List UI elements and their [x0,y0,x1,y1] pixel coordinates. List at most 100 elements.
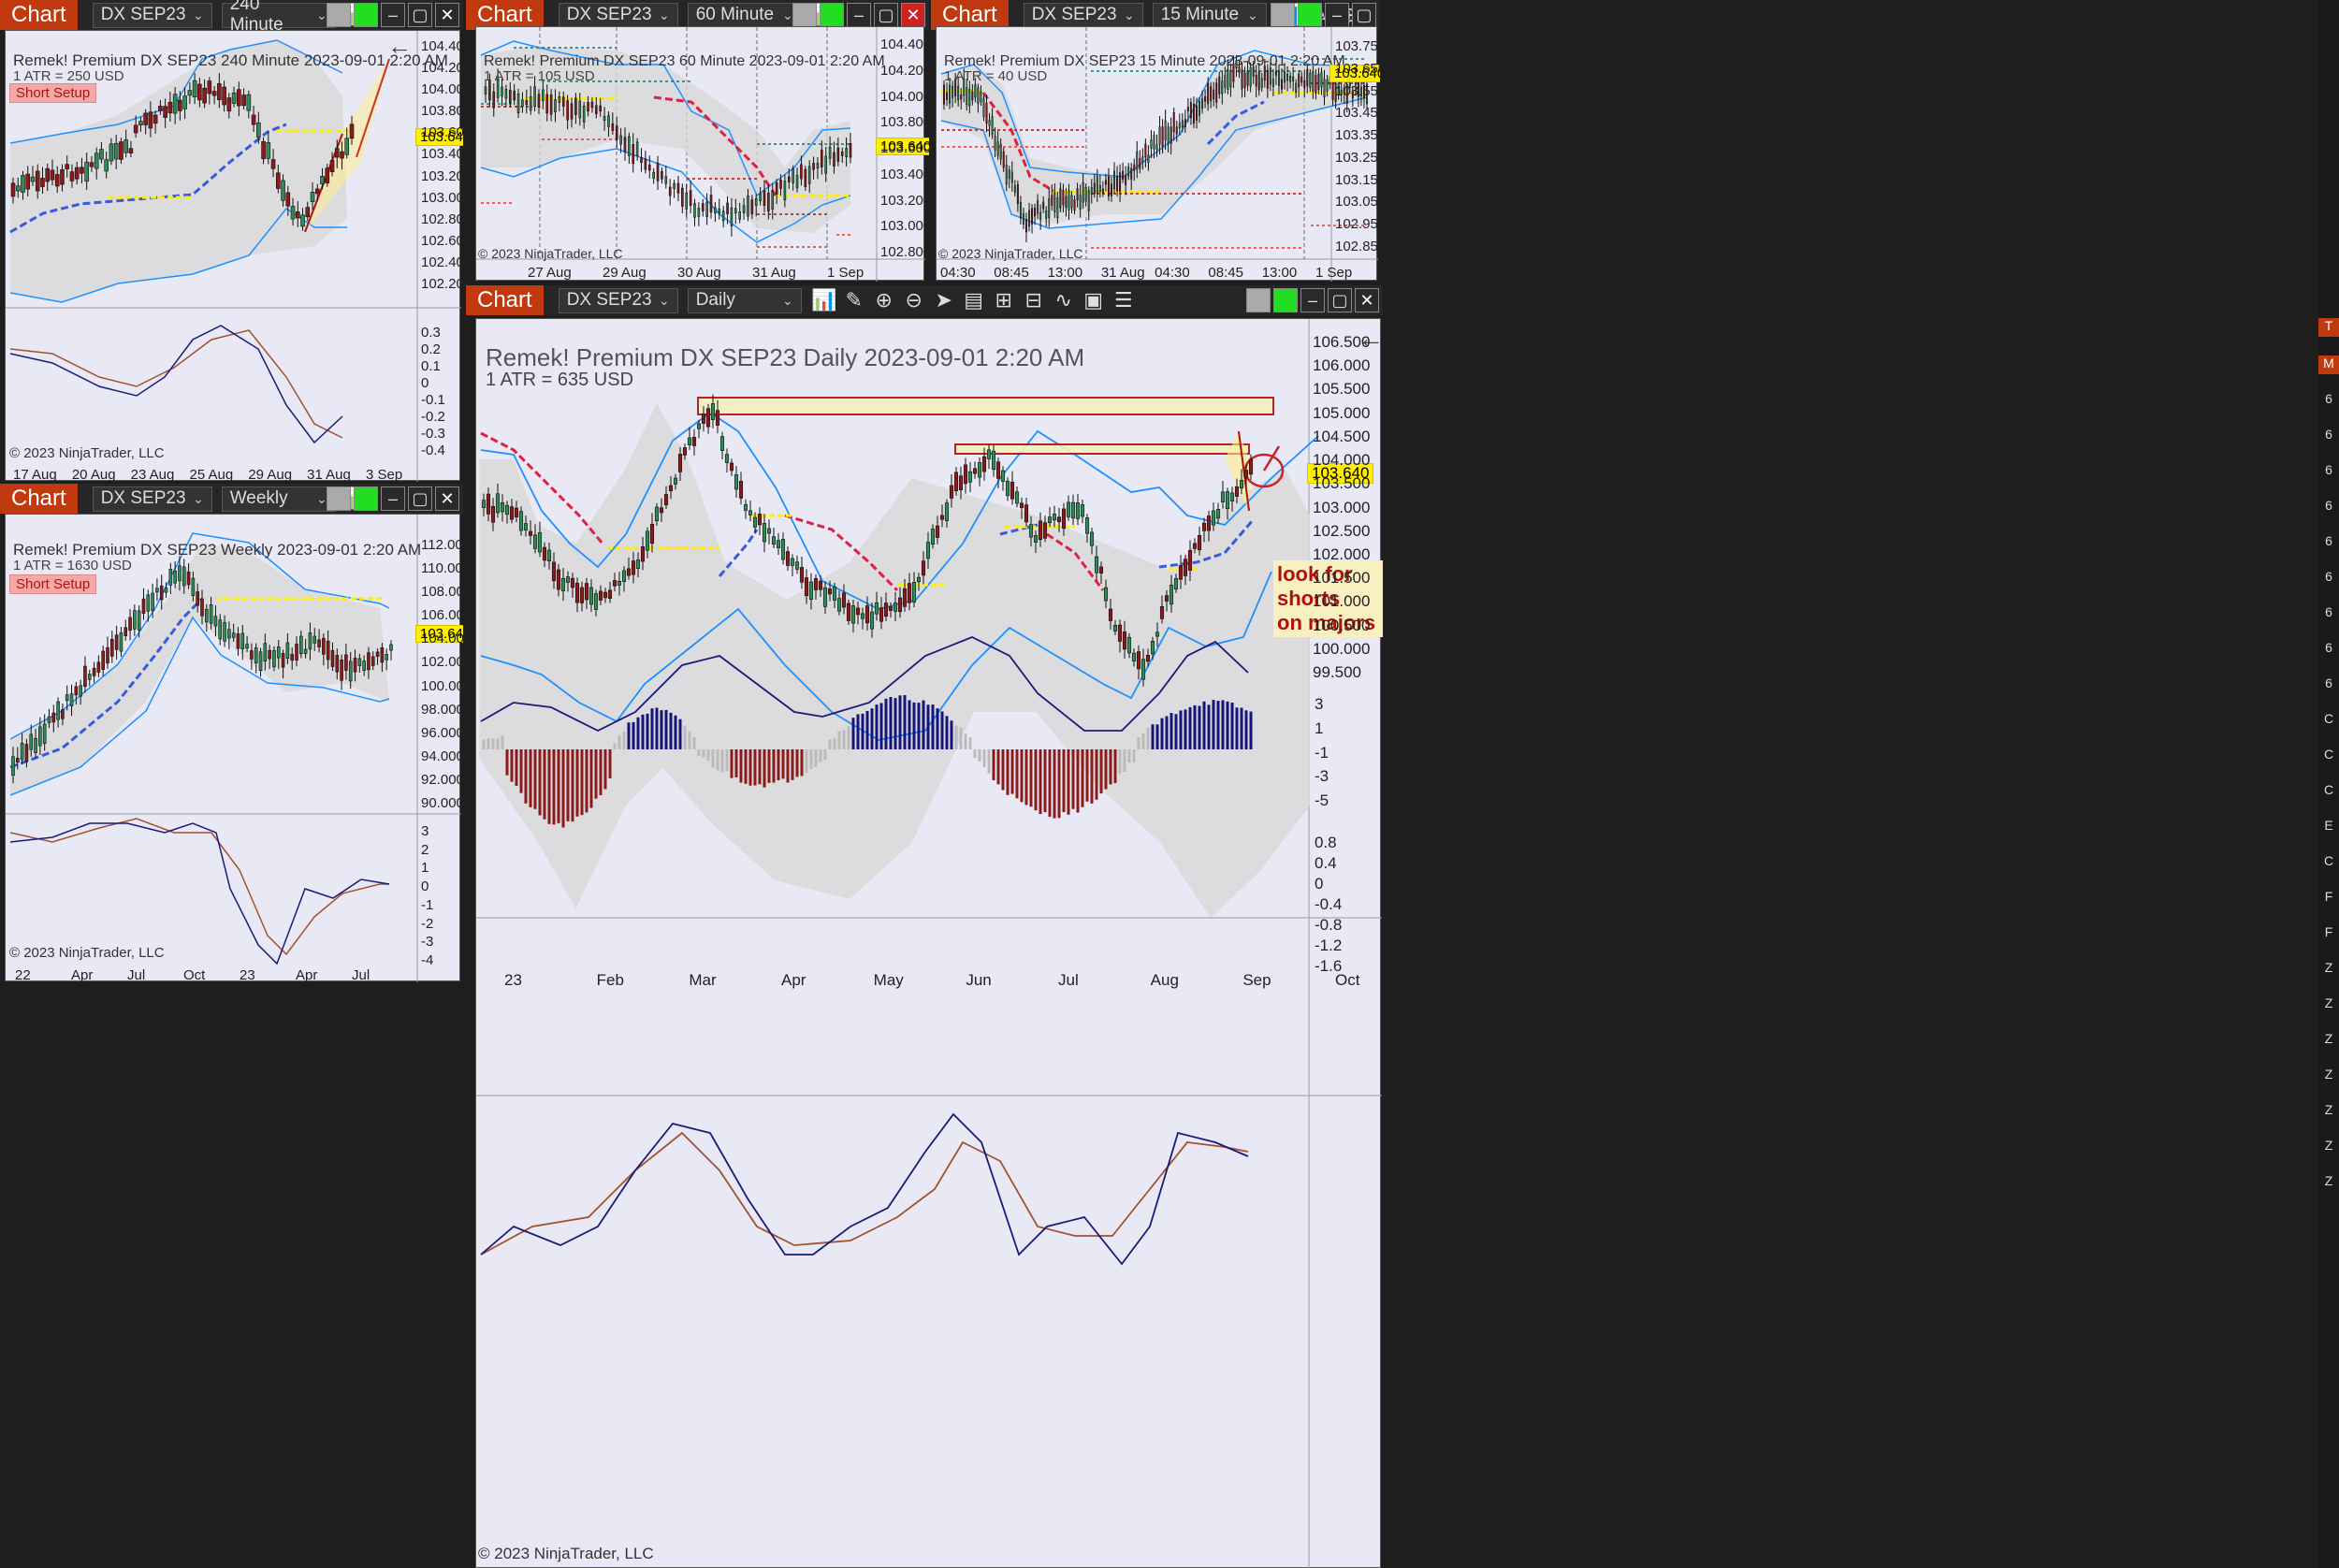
candle-body [1215,82,1218,103]
maximize-button[interactable]: ▢ [874,3,898,27]
bar-type-icon[interactable]: 📊 [810,288,837,312]
histogram-bar [487,738,490,749]
histogram-bar [1249,711,1253,749]
instrument-select[interactable]: DX SEP23 ⌄ [92,2,212,28]
maximize-button[interactable]: ▢ [408,486,432,511]
chart-tab[interactable]: Chart [0,484,78,514]
candle-body [159,585,164,601]
candle-body [818,580,823,590]
chart-tab[interactable]: Chart [0,0,78,30]
candle-body [1292,76,1295,82]
link-color-button[interactable] [1271,3,1295,27]
instrument-select[interactable]: DX SEP23 ⌄ [558,2,678,28]
candle-body [1220,491,1226,502]
link-color-button[interactable] [327,486,351,511]
candle-body [1229,69,1232,88]
candle-body [104,159,109,172]
link-color-button[interactable] [792,3,817,27]
candle-body [963,78,966,96]
chart-tab[interactable]: Chart [466,0,544,30]
close-button[interactable]: ✕ [1355,288,1379,312]
link-color-green-button[interactable] [1273,288,1298,312]
link-color-button[interactable] [1246,288,1271,312]
interval-select[interactable]: 60 Minute ⌄ [687,2,802,28]
maximize-button[interactable]: ▢ [1328,288,1352,312]
link-color-button[interactable] [327,3,351,27]
candle-body [61,709,65,719]
axis-tick-label: 13:00 [1261,265,1298,281]
minimize-button[interactable]: – [1300,288,1325,312]
link-color-green-button[interactable] [1298,3,1322,27]
candle-body [1286,73,1289,81]
candle-body [155,588,159,593]
candle-body [1108,608,1113,621]
maximize-button[interactable]: ▢ [1352,3,1376,27]
instrument-label: DX SEP23 [1031,5,1117,24]
chart-pane[interactable]: Remek! Premium DX SEP23 Weekly 2023-09-0… [5,514,463,983]
zoom-in-icon[interactable]: ⊕ [875,288,893,312]
candle-body [1229,492,1235,501]
properties-icon[interactable]: ⊞ [995,288,1012,312]
chart-tab[interactable]: Chart [931,0,1009,30]
histogram-bar [622,731,626,749]
candle-body [1113,170,1116,190]
indicator-icon[interactable]: ∿ [1054,288,1072,312]
link-color-green-button[interactable] [354,486,378,511]
candle-body [1116,176,1119,192]
strategy-icon[interactable]: ⊟ [1024,288,1042,312]
candle-body [113,142,119,160]
sidebar-glyph: T [2318,318,2339,337]
sidebar-glyph: E [2324,818,2333,833]
candle-body [1056,197,1059,218]
chart-pane[interactable]: ← Remek! Premium DX SEP23 240 Minute 202… [5,30,463,483]
candle-body [143,112,148,125]
link-color-green-button[interactable] [820,3,844,27]
candle-body [158,106,163,111]
maximize-button[interactable]: ▢ [408,3,432,27]
axis-tick-label: -0.4 [421,443,445,458]
candle-body [211,91,217,96]
zoom-out-icon[interactable]: ⊖ [905,288,923,312]
axis-tick-label: -3 [1315,767,1329,786]
chart-tab[interactable]: Chart [466,285,544,315]
candle-body [645,530,650,551]
minimize-button[interactable]: – [847,3,871,27]
candle-body [1323,79,1326,97]
axis-tick-label: 103.600 [880,140,929,156]
instrument-select[interactable]: DX SEP23 ⌄ [1023,2,1143,28]
close-button[interactable]: ✕ [901,3,925,27]
minimize-button[interactable]: – [381,3,405,27]
minimize-button[interactable]: – [1325,3,1349,27]
pointer-icon[interactable]: ➤ [935,288,952,312]
histogram-bar [744,749,748,784]
candle-body [1331,80,1334,100]
template-icon[interactable]: ▣ [1083,288,1104,312]
instrument-select[interactable]: DX SEP23 ⌄ [558,287,678,313]
chart-pane[interactable]: Remek! Premium DX SEP23 15 Minute 2023-0… [936,26,1380,282]
data-box-icon[interactable]: ▤ [964,288,984,312]
interval-select[interactable]: 15 Minute ⌄ [1152,2,1267,28]
close-button[interactable]: ✕ [435,486,459,511]
instrument-select[interactable]: DX SEP23 ⌄ [92,486,212,512]
candle-body [178,565,182,582]
candle-body [754,197,758,206]
close-button[interactable]: ✕ [435,3,459,27]
chart-pane[interactable]: ← Remek! Premium DX SEP23 Daily 2023-09-… [475,318,1383,1568]
interval-select[interactable]: 240 Minute ⌄ [221,0,336,35]
interval-select[interactable]: Daily ⌄ [687,287,802,313]
chart-pane[interactable]: Remek! Premium DX SEP23 60 Minute 2023-0… [475,26,929,282]
list-icon[interactable]: ☰ [1113,288,1133,312]
histogram-bar [889,696,893,749]
candle-body [340,660,343,681]
candle-body [792,168,794,183]
candle-body [681,187,684,207]
pencil-icon[interactable]: ✎ [845,288,863,312]
candle-body [738,480,744,499]
candle-body [29,733,34,750]
axis-tick-label: 100.500 [1313,616,1371,634]
candle-body [1119,172,1122,192]
minimize-button[interactable]: – [381,486,405,511]
interval-select[interactable]: Weekly ⌄ [221,486,336,512]
link-color-green-button[interactable] [354,3,378,27]
candle-body [1024,504,1029,523]
